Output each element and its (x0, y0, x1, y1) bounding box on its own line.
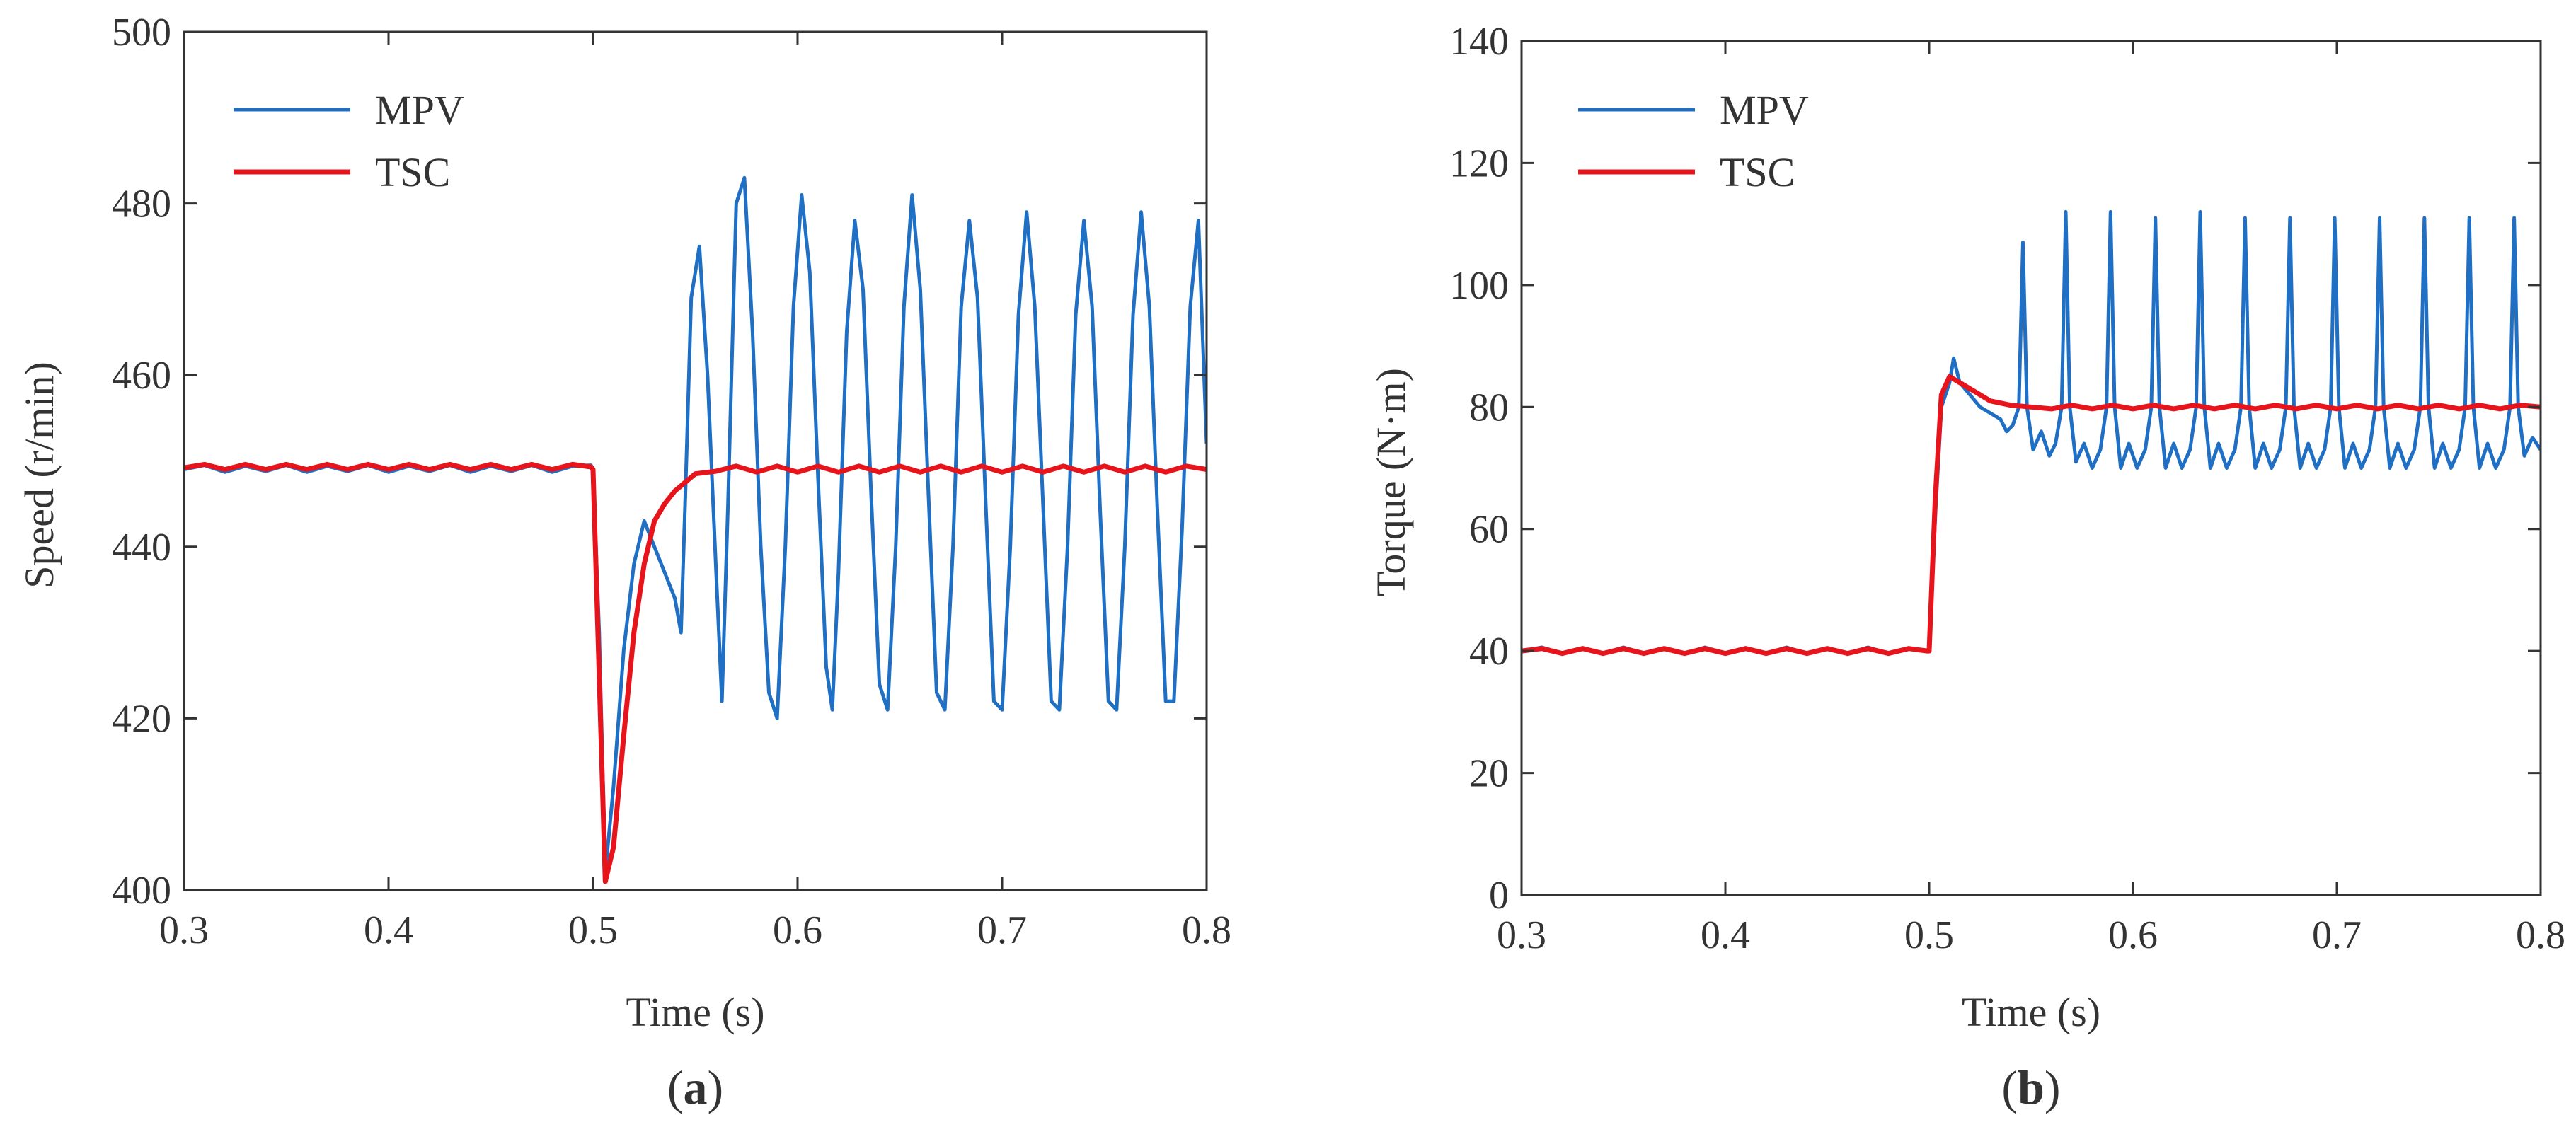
y-axis-title: Speed (r/min) (16, 362, 62, 589)
y-tick-label: 40 (1469, 630, 1509, 674)
x-tick-label: 0.6 (773, 908, 822, 952)
x-tick-label: 0.8 (2516, 913, 2565, 957)
y-axis-title: Torque (N·m) (1368, 368, 1414, 596)
y-tick-label: 120 (1449, 141, 1509, 185)
chart-panel-a: 0.3 0.4 0.5 0.6 0.7 0.8 400 420 440 460 480 500 Time… (16, 11, 1231, 1114)
series-line-mpv (1522, 209, 2541, 656)
chart-panel-b: 0.3 0.4 0.5 0.6 0.7 0.8 0 20 40 60 80 100 120 140 Time… (1368, 20, 2565, 1114)
y-tick-label: 400 (112, 869, 171, 913)
y-tick-label: 140 (1449, 20, 1509, 64)
y-tick-label: 60 (1469, 508, 1509, 552)
series-group (184, 175, 1207, 884)
panel-caption: (a) (667, 1061, 723, 1114)
series-line-tsc (1522, 374, 2541, 657)
x-tick-label: 0.5 (568, 908, 618, 952)
panel-caption: (b) (2001, 1061, 2060, 1114)
y-tick-label: 480 (112, 183, 171, 226)
legend: MPV TSC (1578, 87, 1809, 195)
legend-label-mpv: MPV (1720, 87, 1809, 133)
y-tick-label: 440 (112, 526, 171, 570)
y-tick-label: 420 (112, 697, 171, 741)
y-tick-label: 100 (1449, 264, 1509, 308)
panel-caption-letter: b (2018, 1061, 2045, 1114)
plot-frame (183, 30, 1208, 891)
y-tick-label: 20 (1469, 752, 1509, 796)
x-axis-title: Time (s) (1962, 989, 2100, 1035)
y-tick-label: 80 (1469, 386, 1509, 429)
y-tick-label: 500 (112, 11, 171, 54)
legend-label-mpv: MPV (375, 87, 464, 133)
x-tick-label: 0.3 (1497, 913, 1546, 957)
x-axis-title: Time (s) (626, 989, 764, 1035)
x-tick-label: 0.8 (1182, 908, 1231, 952)
x-tick-label: 0.7 (2312, 913, 2362, 957)
panel-caption-letter: a (684, 1061, 708, 1114)
legend: MPV TSC (234, 87, 464, 195)
legend-label-tsc: TSC (375, 149, 450, 195)
series-line-tsc (184, 461, 1207, 884)
y-tick-label: 460 (112, 354, 171, 398)
x-tick-label: 0.5 (1904, 913, 1954, 957)
x-tick-label: 0.4 (364, 908, 413, 952)
series-line-mpv (184, 175, 1207, 875)
series-group (1522, 209, 2541, 657)
x-tick-label: 0.3 (159, 908, 209, 952)
plot-frame (1520, 40, 2542, 896)
x-tick-label: 0.6 (2108, 913, 2158, 957)
legend-label-tsc: TSC (1720, 149, 1795, 195)
x-tick-label: 0.7 (977, 908, 1027, 952)
y-tick-label: 0 (1489, 874, 1509, 918)
x-tick-label: 0.4 (1701, 913, 1750, 957)
